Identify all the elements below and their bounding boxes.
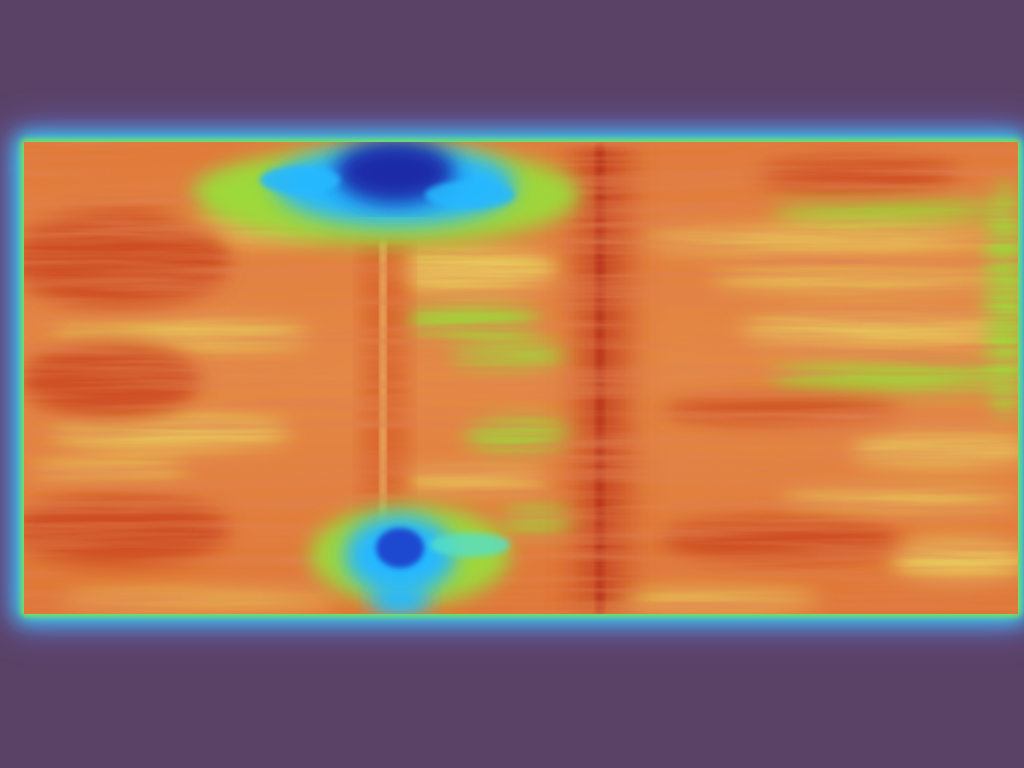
cold-spot-bottom [310, 505, 510, 614]
cold-spot-top [200, 142, 580, 245]
heatmap-field [24, 142, 1018, 614]
